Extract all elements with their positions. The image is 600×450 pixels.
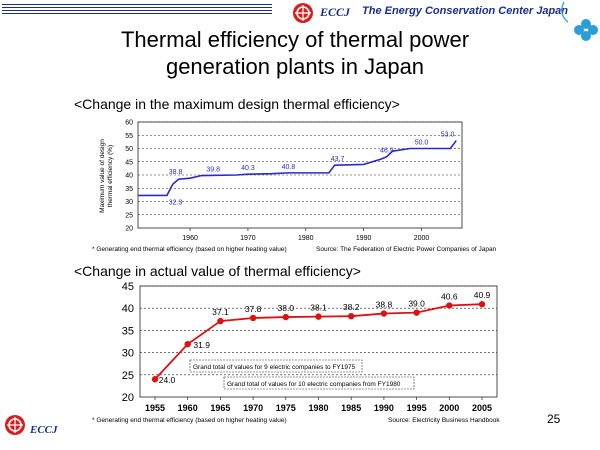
- chart2-data-label: 38.1: [310, 303, 327, 313]
- chart2-y-tick-label: 40: [122, 303, 134, 315]
- chart2-data-point: [478, 301, 486, 308]
- header-logo-text: ECCJ: [320, 5, 351, 19]
- chart2-data-point: [348, 312, 355, 320]
- chart1-y-tick-label: 55: [125, 133, 133, 140]
- chart2-y-tick-label: 45: [122, 281, 134, 293]
- chart2-data-label: 39.0: [408, 299, 425, 309]
- chart2-x-tick-label: 1960: [178, 403, 198, 413]
- chart1-data-label: 50.0: [415, 140, 429, 147]
- footer-logo-text: ECCJ: [30, 424, 58, 436]
- chart2-y-tick-label: 20: [122, 392, 134, 404]
- header-organization: The Energy Conservation Center Japan: [362, 5, 568, 17]
- page-title-line-2: generation plants in Japan: [165, 54, 425, 79]
- page-number: 25: [547, 412, 561, 426]
- chart2-note: * Generating end thermal efficiency (bas…: [92, 417, 287, 424]
- chart2-data-point: [380, 310, 388, 317]
- eccj-logo-icon: [293, 3, 313, 23]
- chart2-data-point: [446, 302, 453, 309]
- chart2-data-point: [151, 376, 159, 383]
- chart2-y-tick-label: 25: [122, 370, 134, 382]
- chart2: 20 25 30 35 40 45 1955 1960 1965 1970 1975 1980 198…: [122, 281, 498, 413]
- chart1-source: Source: The Federation of Electric Power…: [316, 246, 497, 253]
- chart1-data-label: 46.9: [380, 148, 394, 155]
- chart2-data-label: 37.1: [212, 307, 229, 317]
- chart1-gridlines: [138, 121, 462, 216]
- chart2-x-tick-label: 1955: [145, 403, 165, 413]
- chart1-x-ticks: 1960 1970 1980 1990 2000: [182, 235, 429, 242]
- chart2-y-tick-label: 30: [122, 348, 134, 360]
- chart2-data-labels: 24.0 31.9 37.1 37.8 38.0 38.1 38.2 38.8 39.0 40.6…: [159, 290, 491, 385]
- chart2-x-tick-label: 1970: [243, 403, 263, 413]
- chart1-axes: [137, 121, 463, 231]
- chart2-annotation-2: Grand total of values for 10 electric co…: [223, 376, 415, 390]
- chart1-y-tick-label: 50: [125, 146, 133, 153]
- chart2-data-point: [217, 317, 224, 325]
- chart2-x-tick-label: 2000: [439, 403, 459, 413]
- chart1-x-tick-label: 1970: [240, 235, 256, 242]
- chart1-y-ticks: 20 25 30 35 40 45 50 55 60: [125, 120, 133, 233]
- chart1-note: * Generating end thermal efficiency (bas…: [92, 246, 287, 253]
- chart2-x-tick-label: 1995: [407, 403, 427, 413]
- chart2-data-point: [413, 309, 420, 316]
- chart2-x-tick-label: 1975: [276, 403, 296, 413]
- chart2-subtitle: <Change in actual value of thermal effic…: [74, 263, 361, 279]
- chart2-annotation-2-text: Grand total of values for 10 electric co…: [227, 381, 401, 388]
- chart2-data-label: 38.8: [376, 300, 393, 310]
- chart2-annotation-1: Grand total of values for 9 electric com…: [189, 359, 363, 373]
- chart2-x-tick-label: 1965: [210, 403, 230, 413]
- chart1-data-label: 40.3: [241, 165, 255, 172]
- chart2-source: Source: Electricity Business Handbook: [388, 417, 500, 424]
- chart2-data-label: 24.0: [159, 375, 176, 385]
- chart1-x-tick-label: 2000: [414, 235, 430, 242]
- chart2-data-point: [249, 314, 257, 322]
- chart2-data-label: 37.8: [245, 304, 262, 314]
- chart2-x-tick-label: 1985: [341, 403, 361, 413]
- chart2-x-tick-label: 2005: [472, 403, 492, 413]
- chart2-data-label: 40.9: [474, 290, 491, 300]
- chart2-y-ticks: 20 25 30 35 40 45: [122, 281, 134, 404]
- chart1-series-line: [138, 140, 457, 197]
- chart1-x-tick-label: 1960: [182, 235, 198, 242]
- clover-icon: [561, 1, 598, 41]
- chart2-x-ticks: 1955 1960 1965 1970 1975 1980 1985 1990 1995 2000…: [145, 403, 492, 413]
- chart1-ylabel-line-2: thermal efficiency (%): [107, 145, 114, 207]
- chart1-data-label: 38.8: [169, 169, 183, 176]
- chart2-points: [151, 301, 486, 383]
- chart1-y-tick-label: 20: [125, 226, 133, 233]
- chart2-annotation-1-text: Grand total of values for 9 electric com…: [193, 364, 356, 371]
- chart1-data-labels: 32.3 38.8 39.8 40.3 40.8 43.7 46.9 50.0 53.0: [169, 132, 455, 207]
- chart2-x-tick-label: 1990: [374, 403, 394, 413]
- chart2-data-label: 40.6: [441, 292, 458, 302]
- chart2-x-tick-label: 1980: [308, 403, 328, 413]
- chart2-y-tick-label: 35: [122, 325, 134, 337]
- chart1-y-tick-label: 60: [125, 120, 133, 127]
- chart1-ylabel-line-1: Maximum value of design: [99, 139, 106, 213]
- chart2-data-point: [282, 313, 289, 321]
- chart1-data-label: 43.7: [331, 156, 345, 163]
- chart1-y-tick-label: 45: [125, 159, 133, 166]
- chart2-data-label: 38.2: [343, 302, 360, 312]
- chart1-y-tick-label: 35: [125, 186, 133, 193]
- chart2-data-point: [315, 313, 322, 320]
- chart1-subtitle: <Change in the maximum design thermal ef…: [74, 96, 400, 112]
- chart1-x-tick-label: 1980: [298, 235, 314, 242]
- chart1-data-label: 39.8: [206, 167, 220, 174]
- chart1-y-tick-label: 40: [125, 173, 133, 180]
- page-title: Thermal efficiency of thermal power gene…: [60, 26, 530, 80]
- page-title-line-1: Thermal efficiency of thermal power: [120, 27, 470, 52]
- chart2-data-label: 31.9: [193, 340, 210, 350]
- header-rule: [2, 4, 272, 18]
- chart2-axes: [139, 285, 498, 400]
- chart1-y-tick-label: 25: [125, 212, 133, 219]
- chart2-data-point: [184, 340, 191, 348]
- footer-logo-icon: [5, 415, 25, 435]
- chart1-data-label: 40.8: [282, 164, 296, 171]
- chart2-data-label: 38.0: [278, 303, 295, 313]
- chart1-data-label: 32.3: [169, 199, 183, 206]
- chart1-plot-frame: [137, 121, 463, 229]
- chart1-data-label: 53.0: [441, 132, 455, 139]
- chart1-x-tick-label: 1990: [356, 235, 372, 242]
- chart1-y-tick-label: 30: [125, 199, 133, 206]
